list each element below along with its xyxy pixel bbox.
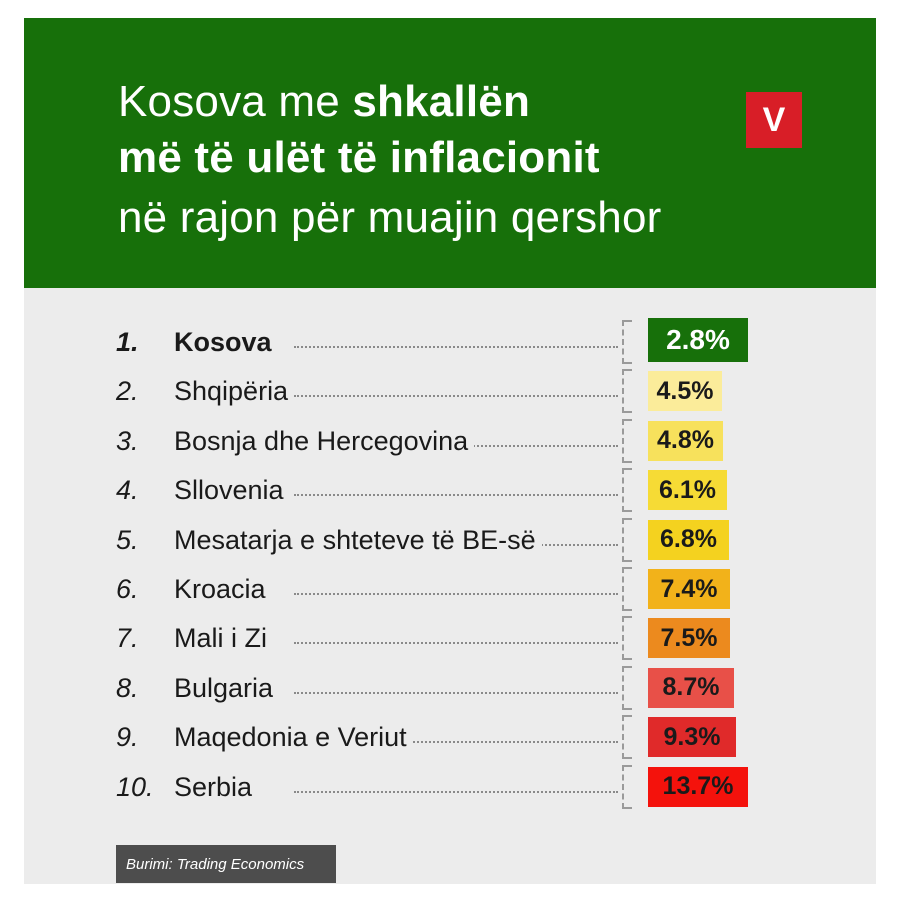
inflation-value-badge: 4.8% bbox=[648, 420, 723, 461]
inflation-value-badge: 8.7% bbox=[648, 667, 734, 708]
source-name: Trading Economics bbox=[176, 855, 305, 873]
country-name: Bulgaria bbox=[174, 674, 280, 702]
title-line-1: Kosova me shkallën bbox=[118, 80, 530, 124]
bracket-marker bbox=[622, 616, 632, 661]
rank-number: 9. bbox=[116, 722, 139, 753]
country-name: Serbia bbox=[174, 773, 259, 801]
rank-number: 10. bbox=[116, 771, 154, 802]
country-name: Bosnja dhe Hercegovina bbox=[174, 427, 475, 455]
source-prefix: Burimi: bbox=[126, 855, 173, 873]
leader-dots bbox=[294, 395, 618, 398]
rank-number: 6. bbox=[116, 574, 139, 604]
inflation-value-badge: 4.5% bbox=[648, 371, 722, 412]
leader-dots bbox=[294, 346, 618, 348]
rank-number: 3. bbox=[116, 425, 139, 456]
ranking-chart: 1. Kosova 2.8% 2. Shqipëria 4.5% 3. Bosnja dhe … bbox=[24, 18, 876, 884]
bracket-marker bbox=[622, 665, 632, 710]
infographic-card: Kosova me shkallën më të ulët të inflaci… bbox=[24, 18, 876, 884]
brand-logo: V bbox=[746, 92, 802, 148]
leader-dots bbox=[294, 741, 618, 744]
country-name: Mesatarja e shteteve të BE-së bbox=[174, 526, 542, 554]
leader-dots bbox=[294, 790, 618, 793]
inflation-value-badge: 7.4% bbox=[648, 569, 730, 609]
country-name: Sllovenia bbox=[174, 477, 290, 505]
rank-number: 8. bbox=[116, 672, 139, 703]
title-line-1-regular: Kosova me bbox=[118, 77, 353, 126]
bracket-marker bbox=[622, 567, 632, 611]
source-badge: Burimi: Trading Economics bbox=[116, 845, 336, 883]
rank-number: 7. bbox=[116, 623, 139, 654]
bracket-marker bbox=[622, 418, 632, 463]
leader-dots bbox=[294, 494, 618, 497]
leader-dots bbox=[294, 593, 618, 595]
inflation-value-badge: 6.1% bbox=[648, 470, 727, 511]
country-name: Kroacia bbox=[174, 576, 272, 603]
bracket-marker bbox=[622, 517, 632, 562]
bracket-marker bbox=[622, 468, 632, 513]
bracket-marker bbox=[622, 369, 632, 414]
inflation-value-badge: 2.8% bbox=[648, 318, 748, 362]
title-line-3: në rajon për muajin qershor bbox=[118, 193, 662, 242]
country-name: Maqedonia e Veriut bbox=[174, 724, 413, 752]
header-banner: Kosova me shkallën më të ulët të inflaci… bbox=[24, 18, 876, 288]
rank-number: 5. bbox=[116, 524, 139, 555]
bracket-marker bbox=[622, 715, 632, 760]
bracket-marker bbox=[622, 320, 632, 364]
inflation-value-badge: 9.3% bbox=[648, 717, 736, 758]
bracket-marker bbox=[622, 764, 632, 809]
rank-number: 2. bbox=[116, 376, 139, 407]
country-name: Shqipëria bbox=[174, 378, 295, 406]
country-name: Mali i Zi bbox=[174, 625, 273, 653]
leader-dots bbox=[294, 691, 618, 694]
leader-dots bbox=[294, 642, 618, 645]
inflation-value-badge: 7.5% bbox=[648, 618, 730, 659]
inflation-value-badge: 13.7% bbox=[648, 766, 748, 807]
rank-number: 1. bbox=[116, 327, 139, 357]
country-name: Kosova bbox=[174, 329, 278, 356]
title-line-2: më të ulët të inflacionit bbox=[118, 133, 600, 182]
rank-number: 4. bbox=[116, 475, 139, 506]
inflation-value-badge: 6.8% bbox=[648, 519, 729, 560]
title-line-1-bold: shkallën bbox=[352, 77, 531, 126]
